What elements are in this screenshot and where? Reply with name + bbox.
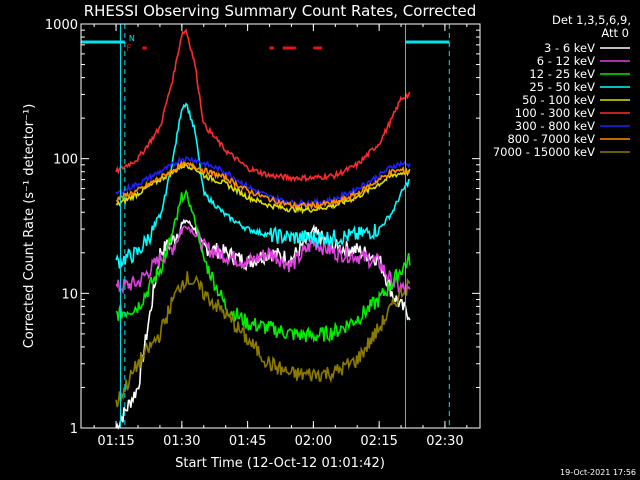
x-tick-label: 02:30 — [426, 434, 463, 449]
series-line — [115, 225, 411, 295]
legend-header-line-2: Att 0 — [601, 26, 629, 40]
legend-entry-label: 300 - 800 keV — [515, 119, 595, 133]
x-tick-label: 01:15 — [97, 434, 134, 449]
y-tick-label: 1 — [70, 422, 78, 437]
legend-entry-label: 25 - 50 keV — [529, 80, 595, 94]
y-tick-label: 1000 — [45, 18, 78, 33]
chart-title: RHESSI Observing Summary Count Rates, Co… — [84, 2, 477, 20]
x-tick-label: 01:45 — [229, 434, 266, 449]
night-bar-label: N — [129, 34, 135, 43]
x-tick-label: 01:30 — [163, 434, 200, 449]
y-axis-title: Corrected Count Rate (s⁻¹ detector⁻¹) — [22, 104, 37, 349]
series-line — [115, 155, 411, 208]
series-line — [115, 160, 411, 211]
timestamp: 19-Oct-2021 17:56 — [560, 468, 636, 477]
legend-entry-label: 100 - 300 keV — [515, 106, 595, 120]
legend-entry-label: 6 - 12 keV — [537, 54, 595, 68]
legend-entry-label: 12 - 25 keV — [529, 67, 595, 81]
x-tick-label: 02:00 — [295, 434, 332, 449]
series-layer — [115, 28, 411, 430]
legend-header-line-1: Det 1,3,5,6,9, — [552, 13, 631, 27]
plot-area: NF — [81, 24, 450, 430]
x-tick-label: 02:15 — [360, 434, 397, 449]
series-line — [115, 161, 411, 215]
y-tick-label: 100 — [53, 153, 78, 168]
y-tick-label: 10 — [61, 287, 78, 302]
series-line — [115, 188, 411, 344]
series-line — [115, 271, 411, 408]
axes-layer: 01:15 01:30 01:45 02:00 02:15 02:30 1 10 100 1000 — [45, 18, 480, 449]
flare-flag-label: F — [126, 44, 131, 54]
legend-entry-label: 7000 - 15000 keV — [493, 145, 595, 159]
plot-frame — [80, 23, 481, 429]
series-line — [115, 28, 411, 183]
legend-entry-label: 3 - 6 keV — [544, 41, 595, 55]
legend-header: Det 1,3,5,6,9, Att 0 — [552, 13, 631, 40]
overlay-layer: NF — [81, 24, 450, 428]
legend-entry-label: 800 - 7000 keV — [507, 132, 595, 146]
series-line — [115, 102, 410, 269]
x-axis-title: Start Time (12-Oct-12 01:01:42) — [175, 456, 385, 471]
legend-entry-label: 50 - 100 keV — [522, 93, 595, 107]
